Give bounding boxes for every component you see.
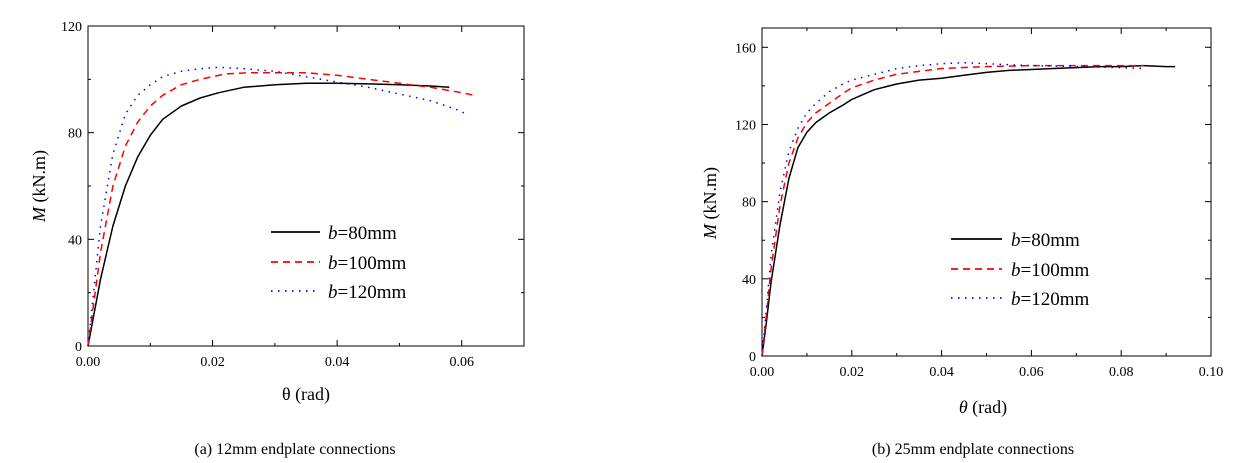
legend-label-b-80: b=80mm [1011,230,1080,251]
y-tick-label-b: 120 [735,118,756,133]
caption-a: (a) 12mm endplate connections [194,441,395,458]
y-tick-label-a: 120 [61,20,82,35]
series-line-a-2 [87,66,469,347]
axis-ticks-b: 0.00 0.02 0.04 0.06 0.08 0.10 0 40 80 120 160 [735,28,1223,380]
y-axis-label-b: M (kN.m) [700,167,721,240]
legend-label-b-120: b=120mm [1011,289,1089,310]
x-tick-label-a: 0.02 [200,355,225,370]
legend-a: b=80mm b=100mm b=120mm [271,223,406,303]
series-line-a-1 [87,71,475,347]
series-line-b-2 [761,61,1144,357]
plot-frame-b [761,27,1212,357]
y-tick-label-b: 40 [742,273,756,288]
legend-label-a-80: b=80mm [328,223,397,244]
y-tick-label-a: 40 [68,233,82,248]
x-tick-label-b: 0.04 [929,365,954,380]
caption-b: (b) 25mm endplate connections [872,441,1074,458]
panel-b: 0.00 0.02 0.04 0.06 0.08 0.10 0 40 80 120 160 M (k… [700,27,1223,458]
x-tick-label-a: 0.06 [449,355,474,370]
legend-label-a-120: b=120mm [328,282,406,303]
x-axis-label-a: θ (rad) [282,384,330,405]
plot-frame-a [87,25,525,347]
y-tick-label-b: 160 [735,41,756,56]
y-axis-label-a: M (kN.m) [29,150,50,223]
y-tick-label-a: 0 [75,340,82,355]
series-line-a-0 [87,82,450,347]
x-tick-label-b: 0.02 [840,365,865,380]
x-axis-label-b: θ (rad) [959,397,1007,418]
x-tick-label-b: 0.06 [1019,365,1044,380]
x-tick-label-b: 0.10 [1199,365,1224,380]
x-tick-label-b: 0.08 [1109,365,1134,380]
series-line-b-1 [761,64,1144,357]
x-tick-label-a: 0.00 [76,355,101,370]
legend-label-b-100: b=100mm [1011,260,1089,281]
y-tick-label-b: 0 [749,350,756,365]
legend-label-a-100: b=100mm [328,253,406,274]
y-tick-label-a: 80 [68,127,82,142]
panel-a: 0.00 0.02 0.04 0.06 0 40 80 120 M (kN.m) θ (rad… [29,20,525,458]
series-line-b-0 [761,64,1176,357]
series-lines-a [87,66,475,347]
axis-ticks-a: 0.00 0.02 0.04 0.06 0 40 80 120 [61,20,525,370]
y-tick-label-b: 80 [742,196,756,211]
x-tick-label-b: 0.00 [750,365,775,380]
legend-b: b=80mm b=100mm b=120mm [951,230,1089,310]
x-tick-label-a: 0.04 [325,355,350,370]
series-lines-b [761,61,1176,357]
